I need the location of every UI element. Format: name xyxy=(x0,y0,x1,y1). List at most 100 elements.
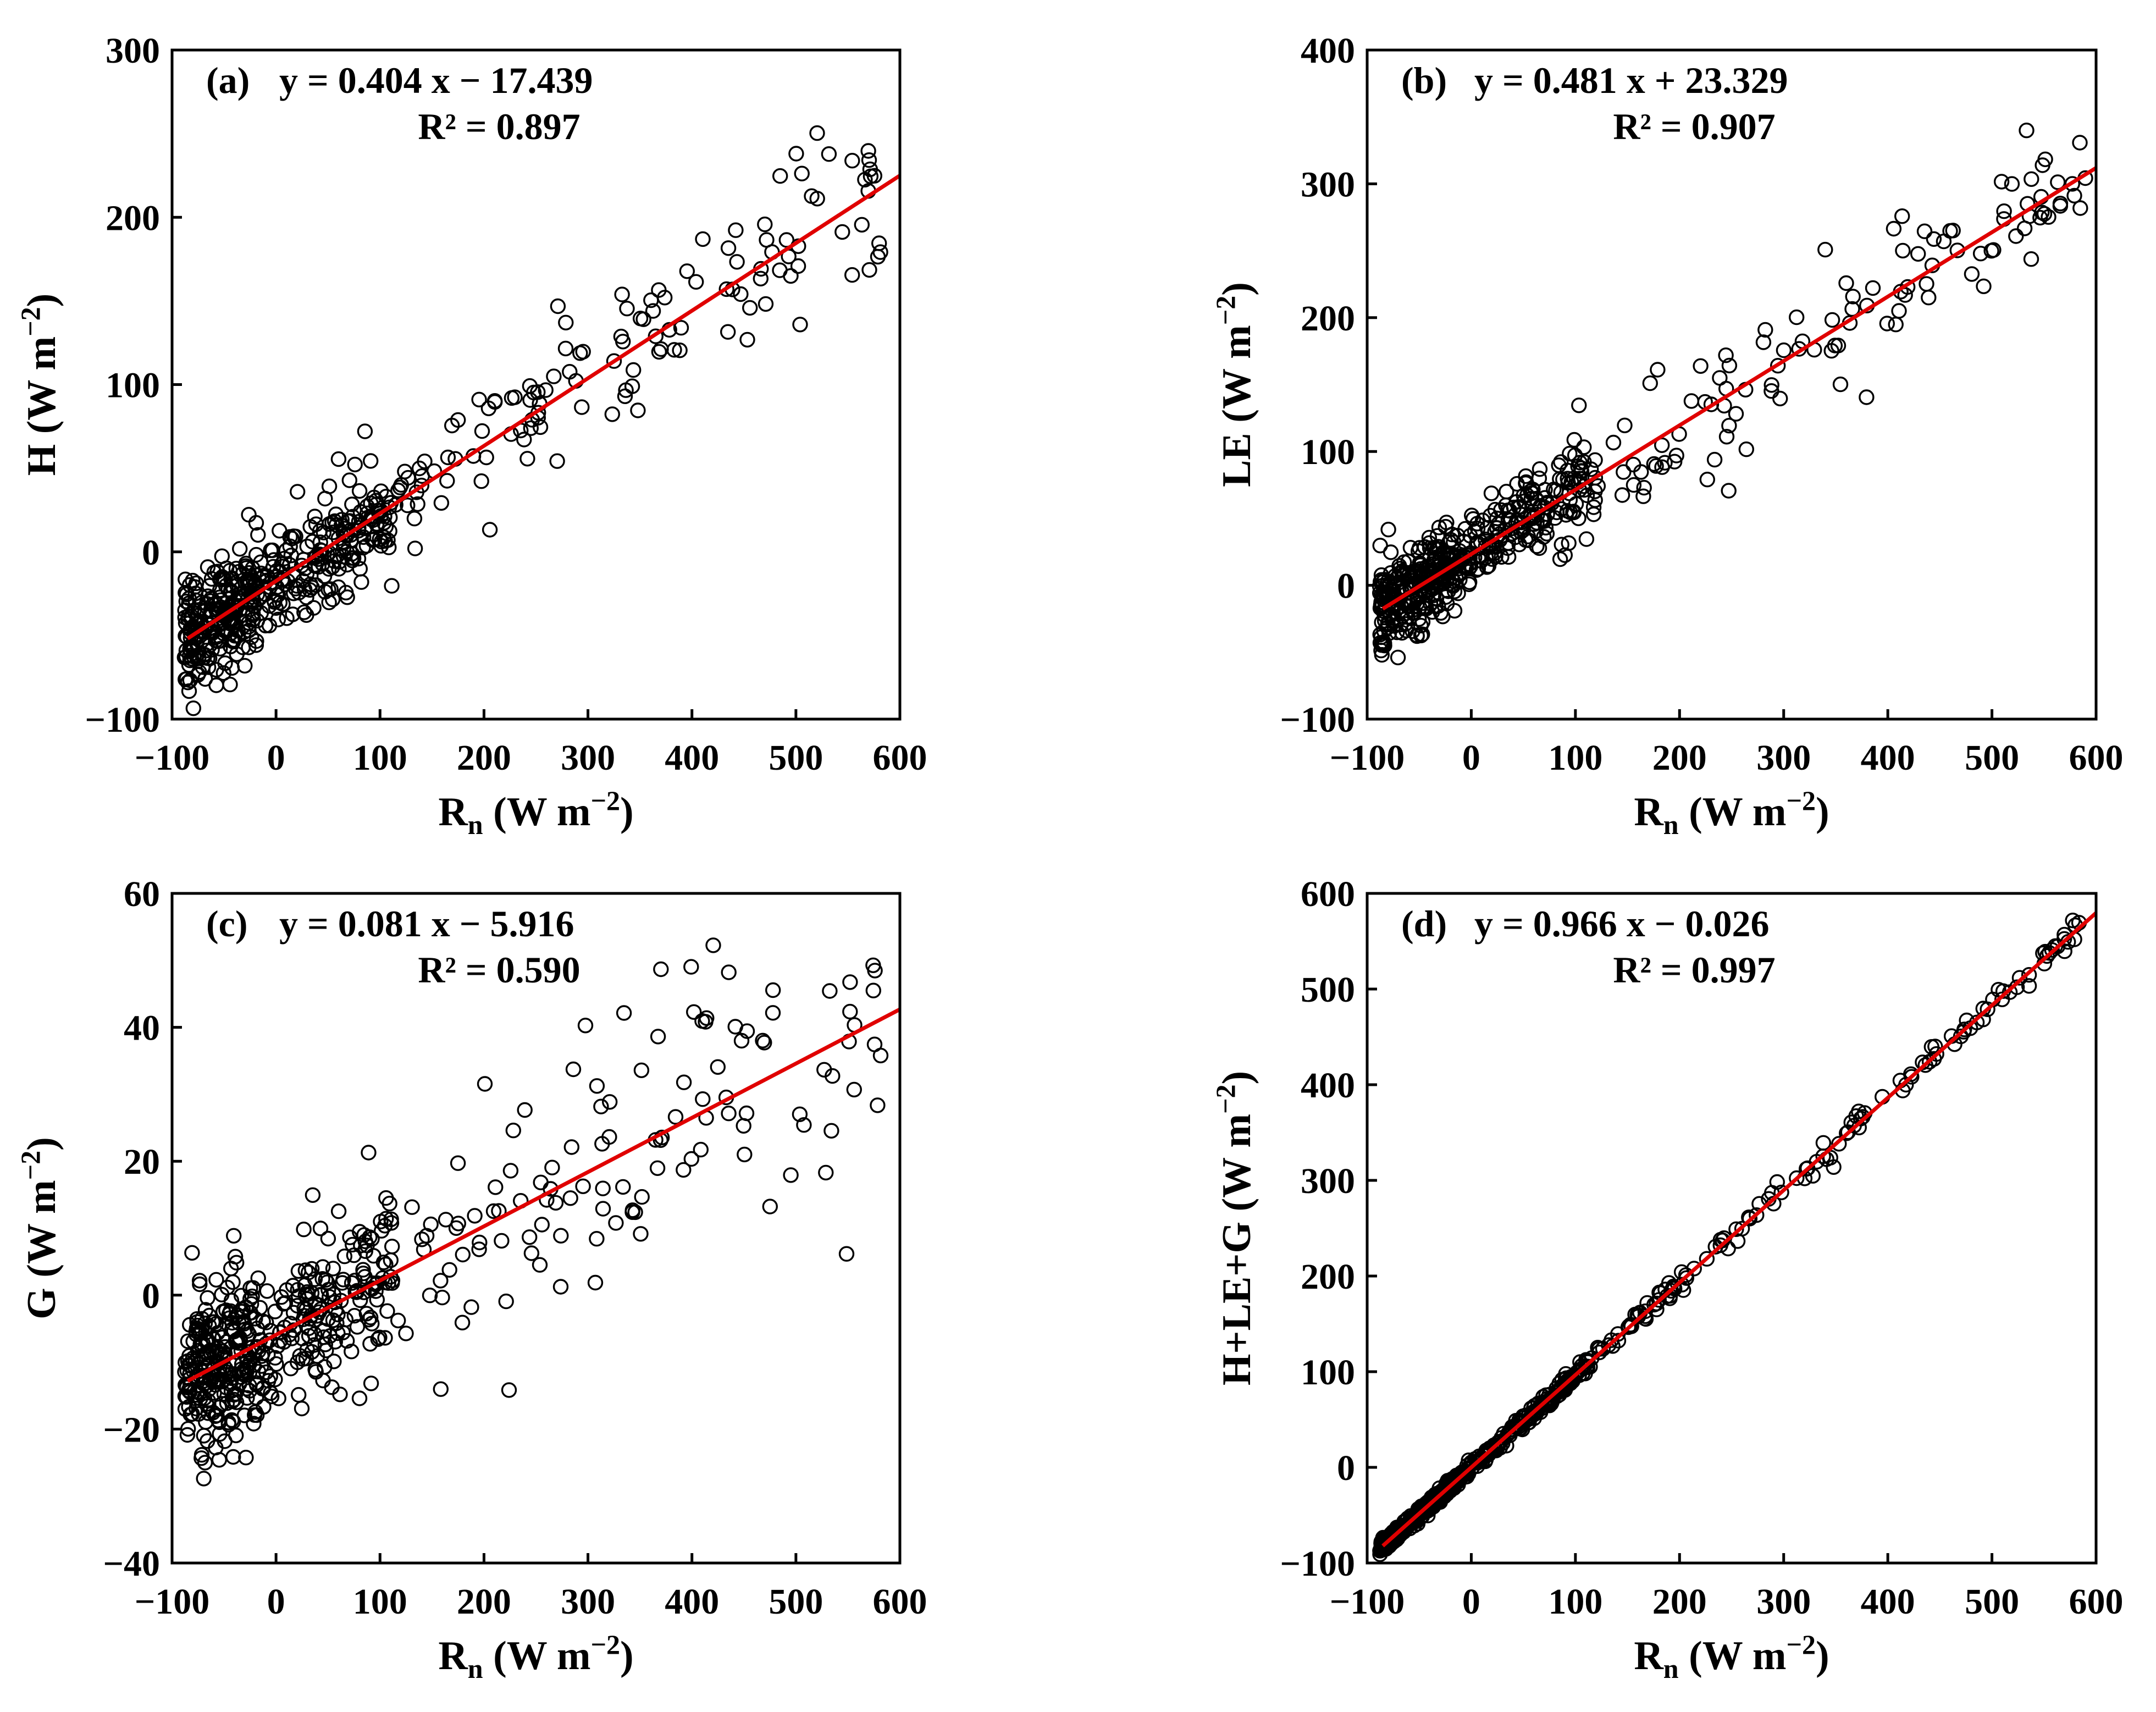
data-point xyxy=(1616,488,1629,502)
x-tick-label: 200 xyxy=(457,738,511,778)
data-point xyxy=(1607,436,1621,450)
data-point xyxy=(1911,247,1925,261)
data-point xyxy=(391,1313,405,1327)
x-tick-label: 400 xyxy=(1861,738,1915,778)
data-point xyxy=(1533,462,1547,476)
data-point xyxy=(711,1060,725,1074)
data-point xyxy=(554,1229,568,1242)
data-point xyxy=(784,1168,798,1182)
scatter-points xyxy=(178,126,887,715)
x-tick-label: 100 xyxy=(353,738,407,778)
y-tick-label: 40 xyxy=(124,1008,160,1048)
data-point xyxy=(2073,136,2087,150)
data-point xyxy=(825,1124,838,1137)
data-point xyxy=(559,316,573,329)
data-point xyxy=(1839,277,1853,290)
data-point xyxy=(565,1140,578,1154)
data-point xyxy=(615,288,629,301)
data-point xyxy=(589,1276,602,1290)
data-point xyxy=(760,233,773,247)
data-point xyxy=(229,1428,243,1442)
data-point xyxy=(1834,378,1848,391)
y-axis-label: LE (W m−2) xyxy=(1210,282,1259,487)
panel-label: (a) xyxy=(206,59,250,101)
data-point xyxy=(766,984,780,997)
y-tick-label: 100 xyxy=(106,366,160,406)
data-point xyxy=(872,236,886,250)
data-point xyxy=(535,1218,549,1231)
panel-a: −100 0 100 200 300 400 500 600−1000100200300Rn … xyxy=(15,31,927,840)
x-tick-label: 100 xyxy=(353,1582,407,1622)
data-point xyxy=(260,1284,274,1298)
data-point xyxy=(385,579,399,593)
data-point xyxy=(1643,377,1657,390)
data-point xyxy=(554,1280,568,1294)
y-tick-label: 500 xyxy=(1301,970,1355,1010)
data-point xyxy=(696,232,710,246)
data-point xyxy=(1759,323,1772,336)
data-point xyxy=(2025,172,2038,186)
data-point xyxy=(620,302,634,316)
data-point xyxy=(579,1019,593,1032)
data-point xyxy=(1700,473,1714,487)
data-point xyxy=(845,154,859,168)
data-point xyxy=(1818,243,1832,257)
data-point xyxy=(1708,453,1722,467)
regression-line xyxy=(187,1009,900,1381)
data-point xyxy=(677,1075,691,1089)
data-point xyxy=(1577,440,1591,454)
data-point xyxy=(327,1262,340,1275)
data-point xyxy=(2020,124,2033,137)
y-tick-label: −100 xyxy=(1280,1544,1355,1584)
data-point xyxy=(358,424,372,438)
data-point xyxy=(325,1380,339,1394)
data-point xyxy=(1927,232,1941,246)
data-point xyxy=(399,1327,413,1340)
data-point xyxy=(1391,650,1405,664)
data-point xyxy=(518,1103,532,1117)
data-point xyxy=(332,1205,346,1218)
panel-d: −100 0 100 200 300 400 500 600−1000100200300400… xyxy=(1210,874,2124,1684)
y-tick-label: 300 xyxy=(106,31,160,71)
data-point xyxy=(1722,484,1735,498)
data-point xyxy=(696,1092,710,1106)
data-point xyxy=(506,1124,520,1137)
data-point xyxy=(342,473,356,487)
data-point xyxy=(874,1048,888,1062)
data-point xyxy=(738,1147,751,1161)
r-squared: R² = 0.997 xyxy=(1613,949,1775,991)
data-point xyxy=(533,1258,547,1272)
data-point xyxy=(855,218,869,231)
data-point xyxy=(1756,335,1770,349)
data-point xyxy=(502,1383,516,1397)
data-point xyxy=(468,1209,482,1223)
x-tick-label: 100 xyxy=(1548,738,1602,778)
panel-label: (b) xyxy=(1401,59,1447,101)
data-point xyxy=(550,454,564,468)
regression-equation: y = 0.081 x − 5.916 xyxy=(279,903,574,945)
data-point xyxy=(439,1213,453,1227)
data-point xyxy=(238,659,252,672)
data-point xyxy=(743,301,757,314)
data-point xyxy=(197,1472,211,1485)
data-point xyxy=(316,1374,330,1388)
data-point xyxy=(759,297,773,311)
data-point xyxy=(339,1313,352,1327)
data-point xyxy=(722,965,736,979)
regression-equation: y = 0.481 x + 23.329 xyxy=(1474,59,1788,101)
data-point xyxy=(1485,487,1499,500)
x-tick-label: 600 xyxy=(873,1582,927,1622)
x-tick-label: 500 xyxy=(769,1582,823,1622)
data-point xyxy=(233,542,247,556)
x-tick-label: 200 xyxy=(1652,738,1707,778)
data-point xyxy=(1510,477,1524,491)
x-tick-label: 500 xyxy=(1965,1582,2019,1622)
data-point xyxy=(306,1188,319,1202)
x-tick-label: 300 xyxy=(561,738,615,778)
data-point xyxy=(440,474,454,488)
data-point xyxy=(635,1190,649,1204)
data-point xyxy=(614,330,628,344)
data-point xyxy=(559,341,573,355)
data-point xyxy=(730,255,744,269)
data-point xyxy=(479,451,493,465)
